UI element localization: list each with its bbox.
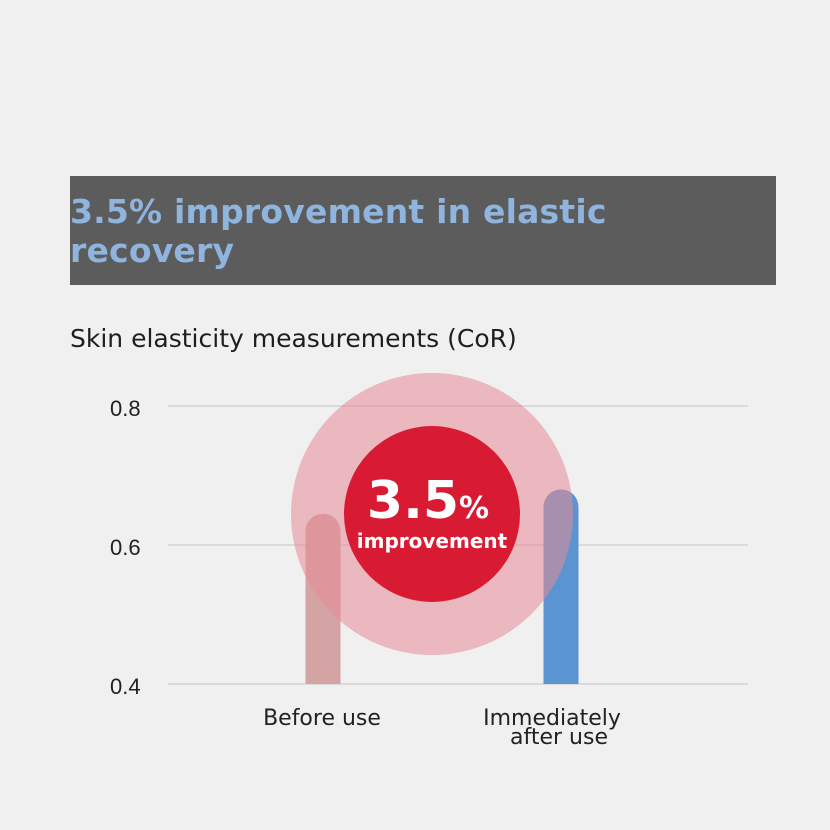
x-tick-label: Before use — [263, 706, 381, 731]
callout-value: 3.5% — [367, 471, 489, 531]
y-tick-label: 0.8 — [110, 396, 141, 421]
x-tick-label: Immediately — [483, 706, 621, 731]
chart-subtitle: Skin elasticity measurements (CoR) — [70, 324, 517, 353]
x-tick-label: after use — [510, 725, 608, 750]
callout-label: improvement — [357, 529, 508, 553]
y-tick-label: 0.6 — [110, 535, 141, 560]
headline-title: 3.5% improvement in elastic recovery — [70, 191, 607, 270]
headline-banner: 3.5% improvement in elastic recovery — [70, 176, 776, 285]
y-tick-label: 0.4 — [110, 674, 141, 699]
callout-inner-circle — [344, 426, 520, 602]
